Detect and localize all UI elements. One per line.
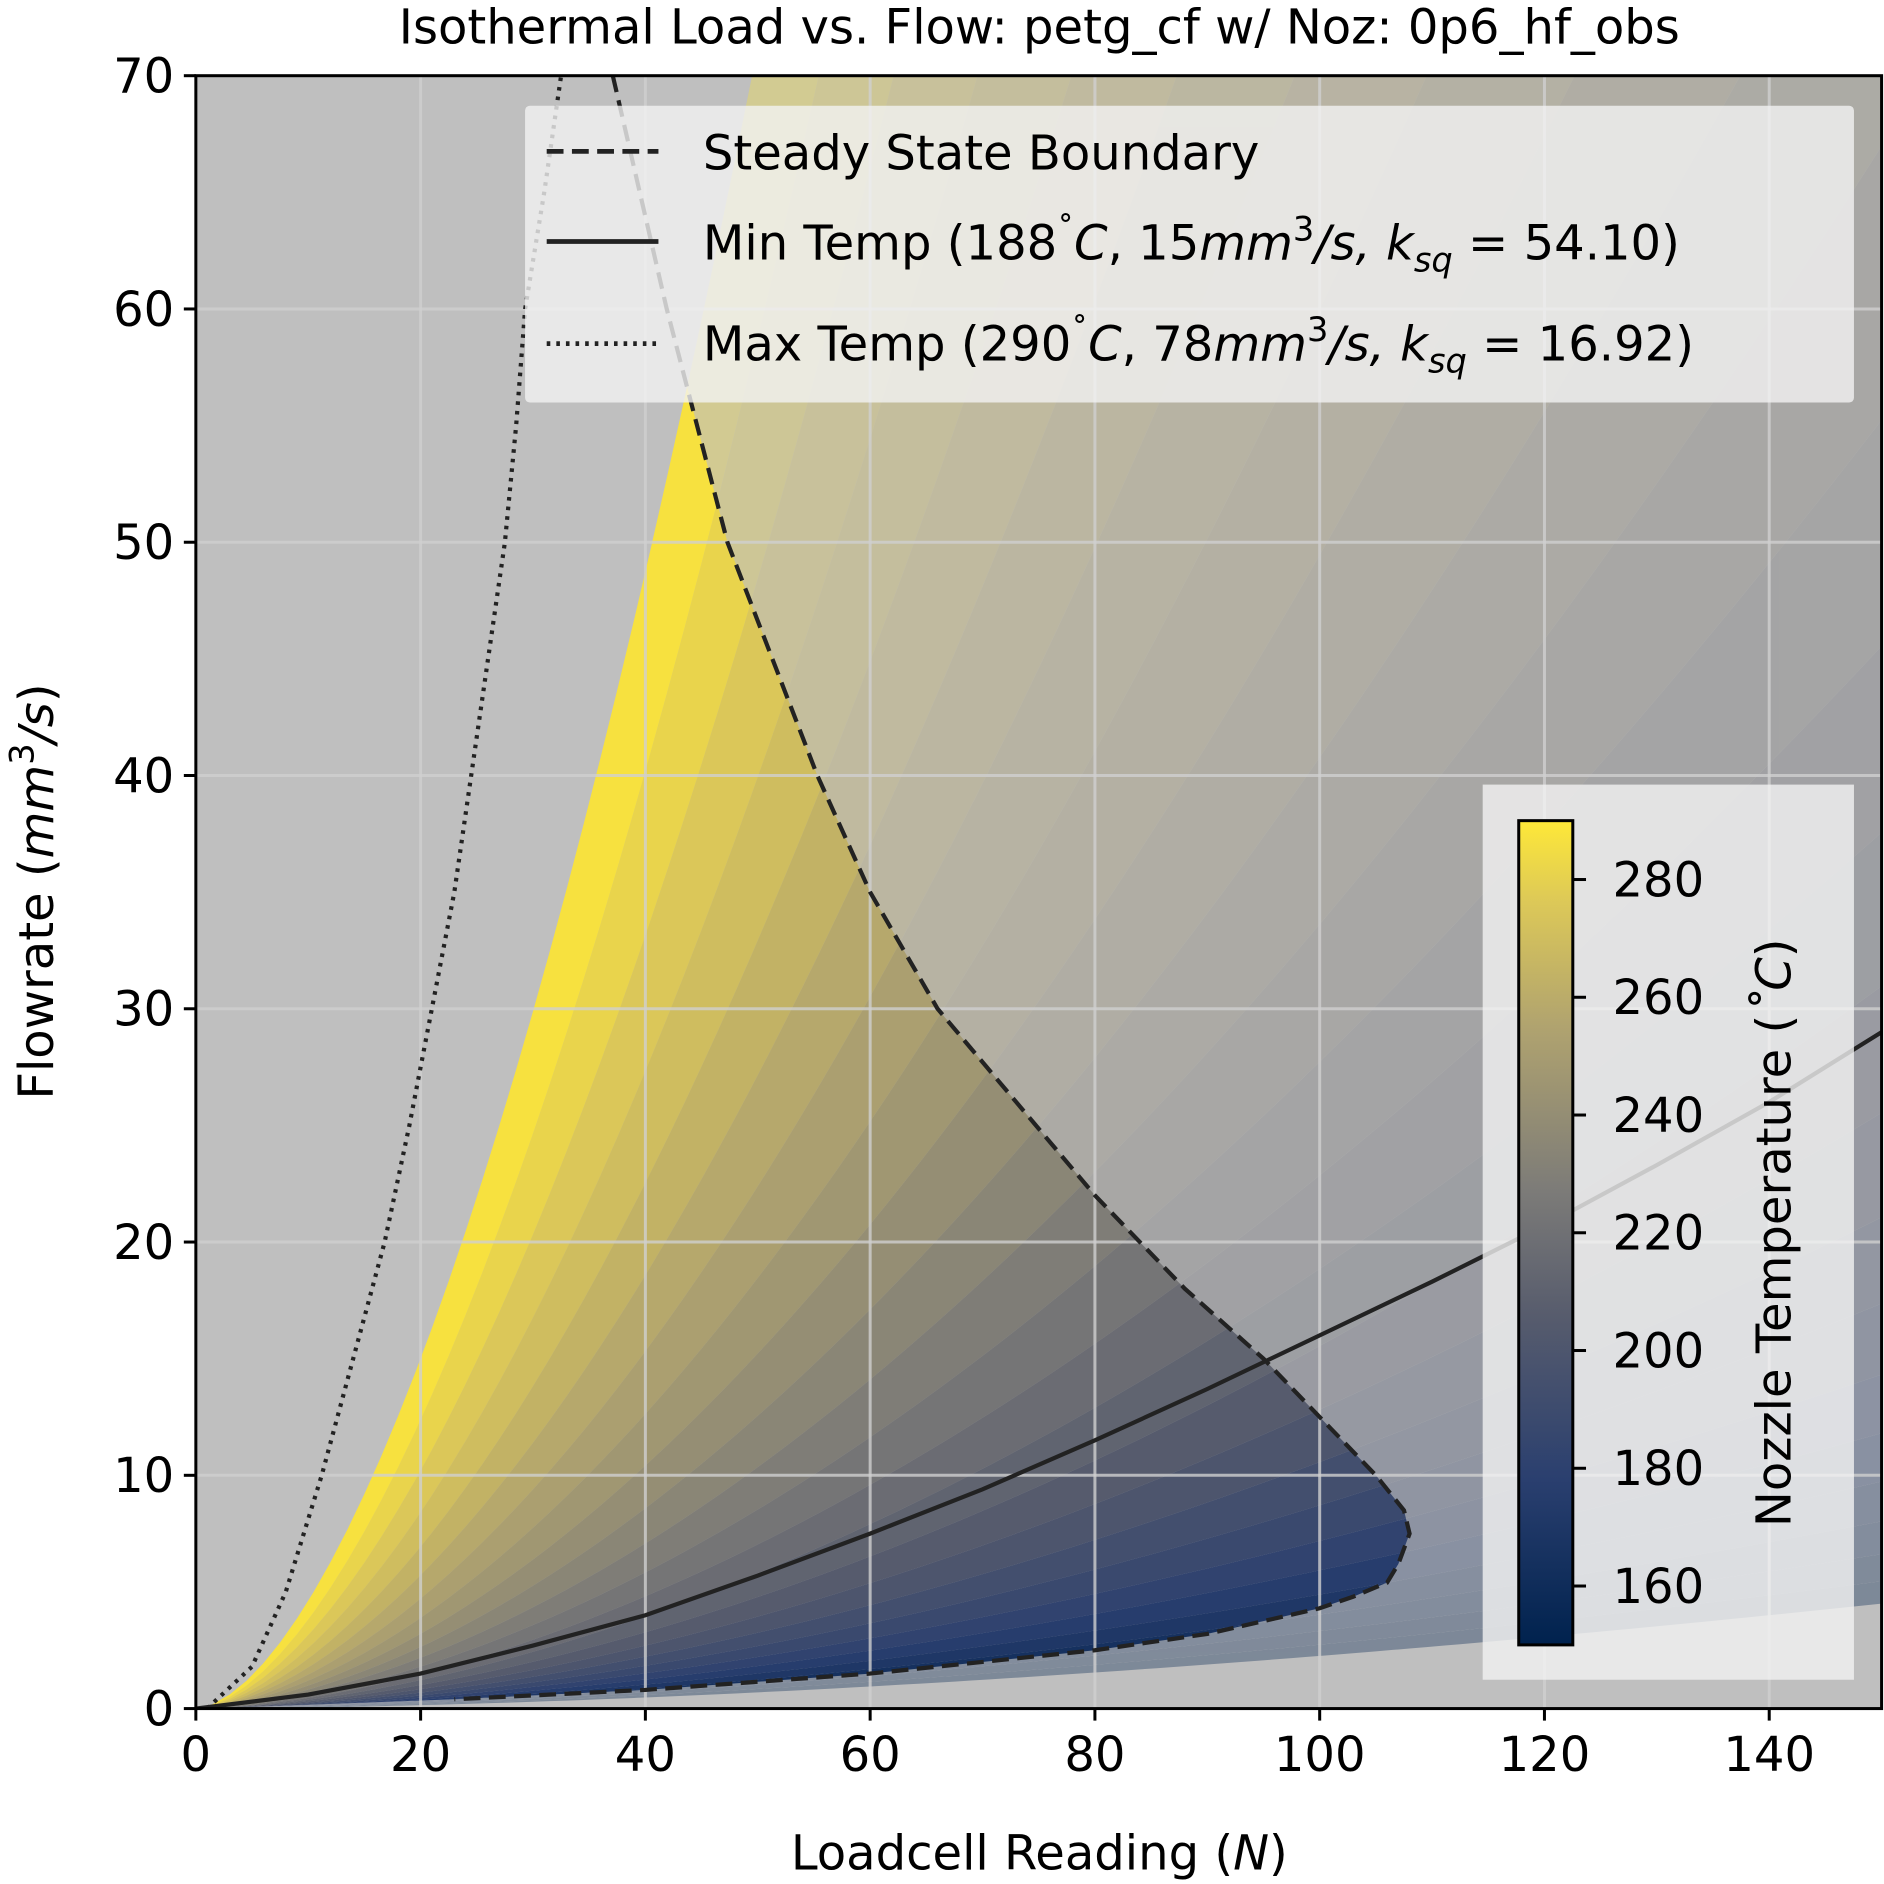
x-tick-label: 100 (1274, 1727, 1366, 1783)
colorbar-tick-label: 280 (1612, 852, 1704, 908)
legend-label-boundary: Steady State Boundary (703, 125, 1259, 181)
y-tick-label: 10 (113, 1448, 174, 1504)
series-line-steady-state-boundary (454, 75, 1412, 1702)
colorbar-tick-label: 240 (1612, 1088, 1704, 1144)
series-line-max-temp (205, 75, 564, 1709)
colorbar-tick-label: 160 (1612, 1559, 1704, 1615)
legend-box (525, 105, 1854, 403)
isotherm-band (207, 75, 1410, 1709)
y-tick-label: 60 (113, 282, 174, 338)
y-tick-label: 50 (113, 515, 174, 571)
legend-label-min-temp: Min Temp (188˚C, 15mm3/s, ksq = 54.10) (703, 209, 1680, 279)
colorbar-tick-label: 180 (1612, 1441, 1704, 1497)
colorbar: 160 180 200 220 240 260 280 Nozzle Temperature… (1482, 784, 1854, 1680)
colorbar-tick-label: 220 (1612, 1206, 1704, 1262)
colorbar-tick-label: 200 (1612, 1323, 1704, 1379)
x-tick-label: 140 (1723, 1727, 1815, 1783)
x-tick-label: 0 (181, 1727, 212, 1783)
chart-title: Isothermal Load vs. Flow: petg_cf w/ Noz… (399, 0, 1680, 55)
y-tick-label: 20 (113, 1215, 174, 1271)
x-tick-label: 40 (615, 1727, 676, 1783)
isotherm-band (207, 75, 1410, 1709)
colorbar-gradient (1517, 819, 1575, 1647)
y-tick-label: 40 (113, 748, 174, 804)
colorbar-label: Nozzle Temperature (˚C) (1746, 938, 1802, 1527)
x-tick-label: 120 (1499, 1727, 1591, 1783)
x-axis-label: Loadcell Reading (N) (791, 1826, 1288, 1882)
legend: Steady State Boundary Min Temp (188˚C, 1… (525, 105, 1854, 403)
colorbar-tick-label: 260 (1612, 970, 1704, 1026)
legend-label-max-temp: Max Temp (290˚C, 78mm3/s, ksq = 16.92) (703, 310, 1694, 380)
x-tick-label: 60 (840, 1727, 901, 1783)
y-tick-label: 0 (144, 1681, 175, 1737)
axis-ticks: 0 20 40 60 80 100 120 140 0 10 20 30 40 50 60 70 (113, 49, 1815, 1784)
y-tick-label: 30 (113, 982, 174, 1038)
x-tick-label: 20 (390, 1727, 451, 1783)
x-tick-label: 80 (1064, 1727, 1125, 1783)
plot-frame (194, 74, 1884, 1711)
y-axis-label: Flowrate (mm3/s) (3, 683, 65, 1099)
y-tick-label: 70 (113, 49, 174, 105)
